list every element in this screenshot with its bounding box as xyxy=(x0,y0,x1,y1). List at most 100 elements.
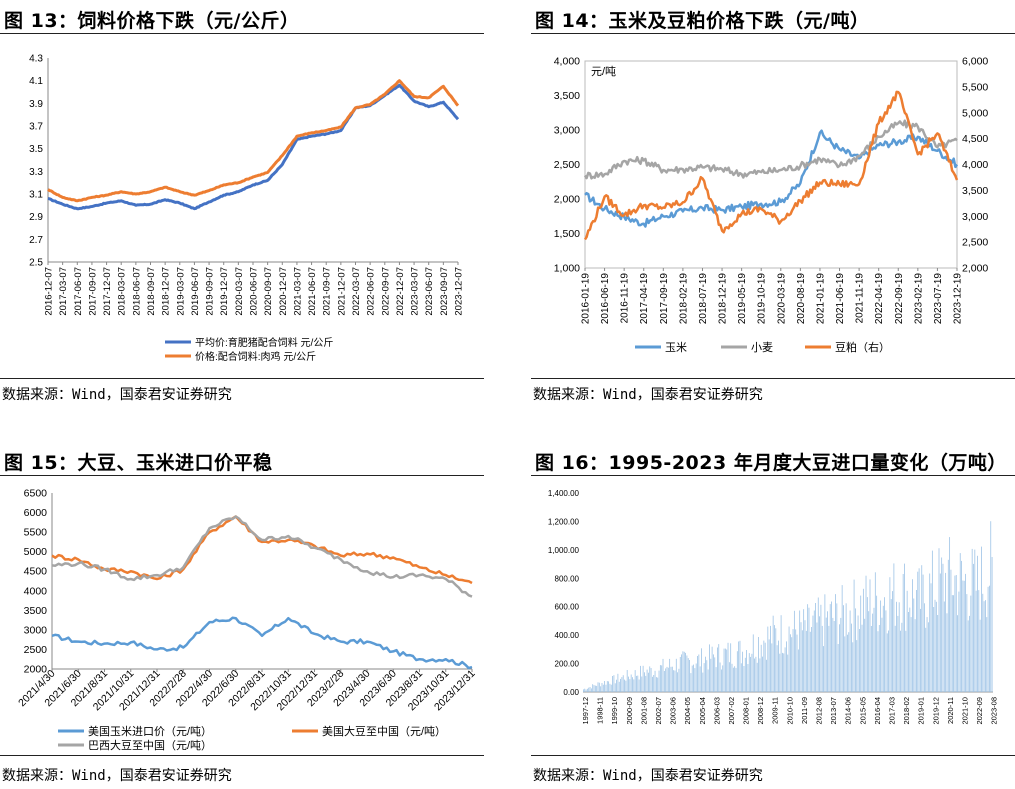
bar xyxy=(636,675,637,692)
bar xyxy=(677,672,679,692)
bar xyxy=(941,557,943,692)
x-tick-label: 2020-08-19 xyxy=(796,273,807,325)
x-tick-label: 2021-06-19 xyxy=(835,273,846,325)
bar xyxy=(954,575,956,692)
bar xyxy=(763,640,765,692)
x-tick-label: 2005-04 xyxy=(698,697,707,725)
y-right-tick-label: 4,500 xyxy=(962,133,988,145)
bar xyxy=(640,665,641,692)
bar xyxy=(719,662,721,692)
bar xyxy=(703,663,705,692)
y-tick-label: 6000 xyxy=(24,507,48,519)
bar xyxy=(961,560,962,692)
bar xyxy=(670,666,672,692)
bar xyxy=(885,610,887,692)
bar xyxy=(718,644,720,692)
series-line-1 xyxy=(584,129,959,228)
x-tick-label: 2019-05-19 xyxy=(737,273,748,325)
title-rule xyxy=(531,33,1015,34)
bar xyxy=(609,683,611,692)
bar xyxy=(817,597,819,692)
x-tick-label: 2022-06-07 xyxy=(366,267,377,316)
bar xyxy=(642,665,644,692)
bar xyxy=(884,597,885,692)
bar xyxy=(661,665,663,692)
bar xyxy=(687,658,689,692)
bar xyxy=(821,625,823,692)
bar xyxy=(881,617,883,692)
series-line-2 xyxy=(47,79,460,203)
bar xyxy=(832,617,834,692)
bar xyxy=(835,594,836,692)
bar xyxy=(874,572,876,692)
y-tick-label: 3.3 xyxy=(29,167,43,178)
bar xyxy=(890,599,892,692)
bar xyxy=(667,667,669,692)
x-tick-label: 2023-02-19 xyxy=(913,273,924,325)
bar xyxy=(983,601,985,692)
x-tick-label: 2020-11 xyxy=(946,697,955,724)
bar xyxy=(791,637,793,692)
bar xyxy=(933,607,935,692)
y-tick-label: 1,400.00 xyxy=(548,489,580,498)
bar xyxy=(793,610,795,692)
bar xyxy=(788,626,790,692)
bar xyxy=(675,658,677,692)
y-tick-label: 0.00 xyxy=(563,688,579,697)
x-tick-label: 2016-06-19 xyxy=(600,273,611,325)
bar xyxy=(912,579,913,692)
bar xyxy=(935,601,937,692)
bar xyxy=(789,634,791,692)
x-tick-label: 2022-12-07 xyxy=(395,267,406,316)
bar xyxy=(800,622,802,692)
bar xyxy=(610,684,612,692)
bar xyxy=(864,618,866,692)
x-tick-label: 2018-06-07 xyxy=(131,267,142,316)
bar xyxy=(783,653,785,692)
bar xyxy=(657,677,659,692)
bar xyxy=(797,649,799,692)
x-tick-label: 2016-04 xyxy=(873,697,882,725)
bar xyxy=(589,687,591,692)
bar xyxy=(963,580,965,692)
bar xyxy=(977,555,978,692)
bar xyxy=(943,601,945,692)
bar xyxy=(768,639,770,692)
bar xyxy=(759,658,761,692)
bar xyxy=(693,664,694,692)
bar xyxy=(689,660,690,692)
bar xyxy=(957,615,958,692)
x-tick-label: 2004-05 xyxy=(683,697,692,725)
bar xyxy=(644,672,645,692)
x-tick-label: 2022-03-07 xyxy=(351,267,362,316)
bar xyxy=(965,573,966,692)
bar xyxy=(766,659,767,692)
bar xyxy=(780,615,782,692)
y-right-tick-label: 5,000 xyxy=(962,107,988,119)
bar xyxy=(916,590,917,692)
bar xyxy=(617,673,619,692)
bar xyxy=(909,607,911,692)
bar xyxy=(833,621,835,692)
bar xyxy=(986,617,988,692)
x-tick-label: 2020-06-07 xyxy=(249,267,260,316)
bar xyxy=(653,675,655,692)
bar xyxy=(872,613,874,692)
bar xyxy=(896,601,897,692)
x-tick-label: 2002-07 xyxy=(654,697,663,725)
bar xyxy=(856,640,858,692)
bar xyxy=(649,666,651,692)
bar xyxy=(731,663,733,692)
source-note: 数据来源：Wind，国泰君安证券研究 xyxy=(533,768,763,784)
bar xyxy=(804,620,806,692)
x-tick-label: 2023-03-07 xyxy=(410,267,421,316)
bar xyxy=(949,537,951,692)
y-tick-label: 2500 xyxy=(24,644,48,656)
x-tick-label: 2023-12-07 xyxy=(454,267,465,316)
bar xyxy=(625,680,627,692)
bar xyxy=(828,625,830,692)
x-tick-label: 2021-11-19 xyxy=(855,273,866,324)
source-note: 数据来源：Wind，国泰君安证券研究 xyxy=(2,387,232,403)
bar xyxy=(900,630,901,692)
panel-fig13: 图 13：饲料价格下跌（元/公斤） 2.5 2.7 2.9 3.1 3.3 3.5 3.7 3… xyxy=(0,0,490,403)
